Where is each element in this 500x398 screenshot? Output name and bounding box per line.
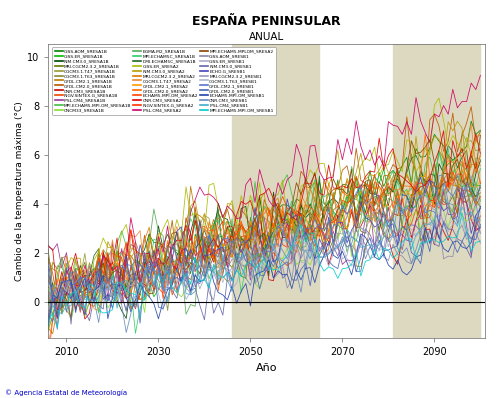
Title: ESPAÑA PENINSULAR: ESPAÑA PENINSULAR: [192, 15, 341, 28]
Legend: GISS.AOM_SRESA1B, GISS.ER_SRESA1B, INM.CM3.0_SRESA1B, MRI.CGCM2.3.2_SRESA1B, CGC: GISS.AOM_SRESA1B, GISS.ER_SRESA1B, INM.C…: [52, 47, 276, 115]
Bar: [232, 45, 320, 338]
Text: ANUAL: ANUAL: [249, 31, 284, 41]
Y-axis label: Cambio de la temperatura máxima (°C): Cambio de la temperatura máxima (°C): [15, 101, 24, 281]
X-axis label: Año: Año: [256, 363, 278, 373]
Bar: [393, 45, 480, 338]
Text: © Agencia Estatal de Meteorología: © Agencia Estatal de Meteorología: [5, 389, 127, 396]
